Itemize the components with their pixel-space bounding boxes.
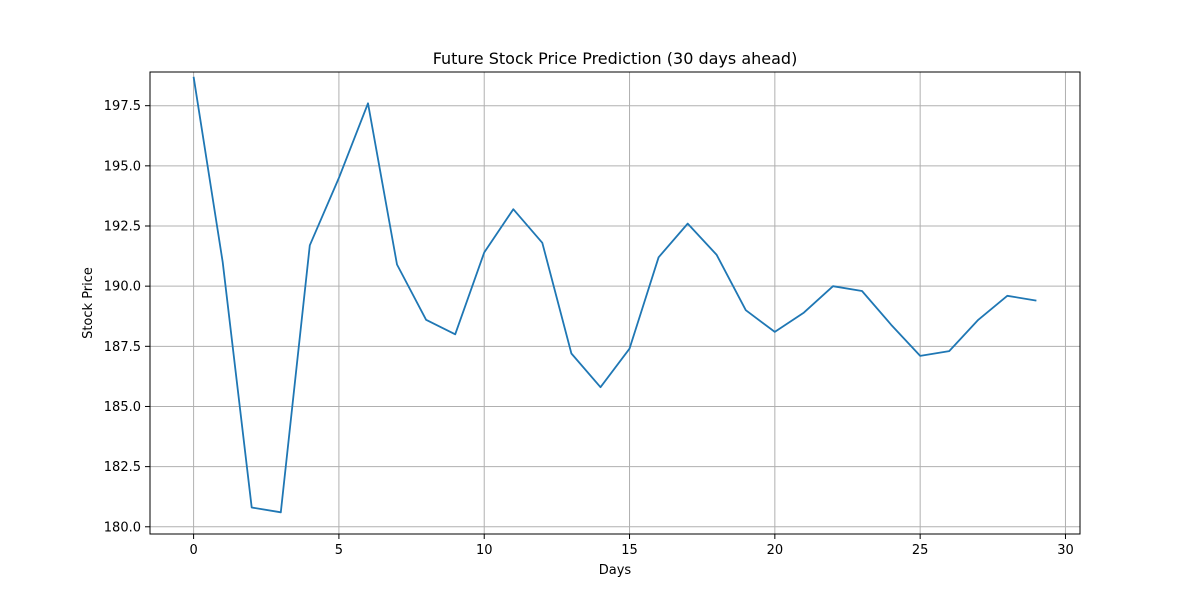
x-tick-label: 20	[767, 543, 784, 558]
y-tick-label: 185.0	[104, 400, 141, 415]
y-tick-label: 195.0	[104, 159, 141, 174]
y-tick-label: 187.5	[104, 340, 141, 355]
x-tick-label: 5	[335, 543, 343, 558]
x-tick-label: 15	[621, 543, 638, 558]
grid	[150, 72, 1080, 534]
x-tick-label: 0	[189, 543, 197, 558]
x-tick-label: 10	[476, 543, 493, 558]
y-tick-label: 192.5	[104, 220, 141, 235]
y-axis-label: Stock Price	[81, 267, 96, 339]
x-tick-label: 30	[1057, 543, 1074, 558]
series-layer	[192, 76, 1037, 514]
x-tick-label: 25	[912, 543, 929, 558]
y-tick-label: 190.0	[104, 280, 141, 295]
x-axis-label: Days	[599, 563, 632, 578]
series-line	[192, 76, 1037, 514]
plot-frame	[149, 71, 1081, 535]
y-tick-label: 182.5	[104, 460, 141, 475]
chart-title: Future Stock Price Prediction (30 days a…	[433, 49, 798, 68]
y-tick-label: 180.0	[104, 520, 141, 535]
y-tick-label: 197.5	[104, 99, 141, 114]
ticks: 0 5 10 15 20 25 30 180.0 182.5 185.0 187.5 190.0 192…	[104, 99, 1074, 558]
